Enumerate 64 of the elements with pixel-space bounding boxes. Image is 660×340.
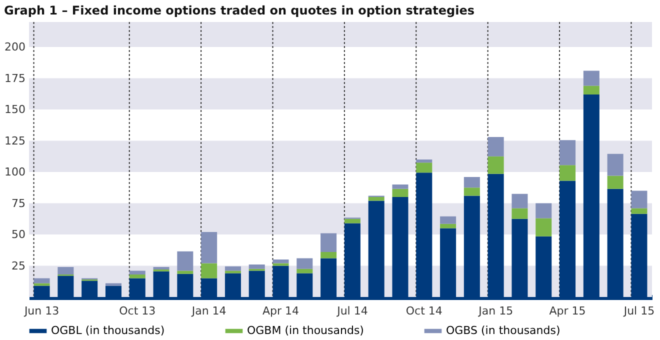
bar xyxy=(224,270,241,274)
bar xyxy=(344,218,360,224)
bar xyxy=(512,208,528,219)
bar xyxy=(58,267,74,274)
bar xyxy=(201,232,218,264)
bar xyxy=(416,160,432,163)
x-tick-label: Jul 14 xyxy=(336,304,368,318)
y-tick-label: 50 xyxy=(12,228,26,241)
bar xyxy=(560,140,576,166)
x-tick-label: Oct 14 xyxy=(406,304,442,318)
bar xyxy=(440,216,456,224)
chart-title: Graph 1 – Fixed income options traded on quotes in option strategies xyxy=(4,4,474,18)
bar xyxy=(416,162,432,173)
y-tick-label: 100 xyxy=(4,166,26,178)
bar xyxy=(440,224,456,228)
x-tick-label: Jul 15 xyxy=(622,304,655,318)
bar xyxy=(105,283,122,286)
legend-label: OGBM (in thousands) xyxy=(247,324,364,337)
x-tick-label: Jun 13 xyxy=(23,304,60,318)
legend-label: OGBL (in thousands) xyxy=(51,324,165,337)
bar xyxy=(607,176,624,189)
bar xyxy=(464,188,480,196)
legend-label: OGBS (in thousands) xyxy=(446,324,560,337)
bar xyxy=(392,188,408,197)
bar xyxy=(536,218,552,236)
bar xyxy=(320,252,337,258)
bar xyxy=(177,251,194,271)
y-tick-label: 75 xyxy=(12,196,26,210)
bar xyxy=(224,266,241,271)
x-tick-label: Oct 13 xyxy=(119,304,156,318)
bar xyxy=(536,203,552,218)
bar xyxy=(177,270,194,274)
bar xyxy=(631,190,648,208)
y-tick-label: 25 xyxy=(12,259,26,272)
bar xyxy=(631,208,648,214)
y-tick-label: 150 xyxy=(4,103,26,116)
bar xyxy=(488,156,504,174)
bar xyxy=(129,274,146,278)
bar xyxy=(272,263,289,266)
bar xyxy=(560,165,576,181)
bar xyxy=(512,194,528,208)
x-tick-label: Jan 15 xyxy=(478,304,514,318)
bar xyxy=(368,197,384,201)
bar xyxy=(392,184,408,189)
y-tick-label: 200 xyxy=(4,40,26,54)
bar xyxy=(201,263,218,278)
y-tick-label: 175 xyxy=(4,72,26,85)
bar xyxy=(296,268,313,274)
x-tick-label: Apr 14 xyxy=(262,304,300,318)
bar xyxy=(320,233,337,252)
x-tick-label: Apr 15 xyxy=(549,304,586,318)
bar xyxy=(129,270,146,274)
bar xyxy=(488,137,504,156)
x-tick-label: Jan 14 xyxy=(190,304,226,318)
bar xyxy=(296,258,313,269)
bar xyxy=(583,86,600,94)
bar xyxy=(583,70,600,86)
bar xyxy=(464,177,480,188)
y-tick-label: 125 xyxy=(4,134,26,148)
bar xyxy=(34,278,50,284)
bar xyxy=(34,283,50,286)
bar xyxy=(248,264,265,269)
bar xyxy=(272,260,289,264)
bar xyxy=(607,154,624,176)
